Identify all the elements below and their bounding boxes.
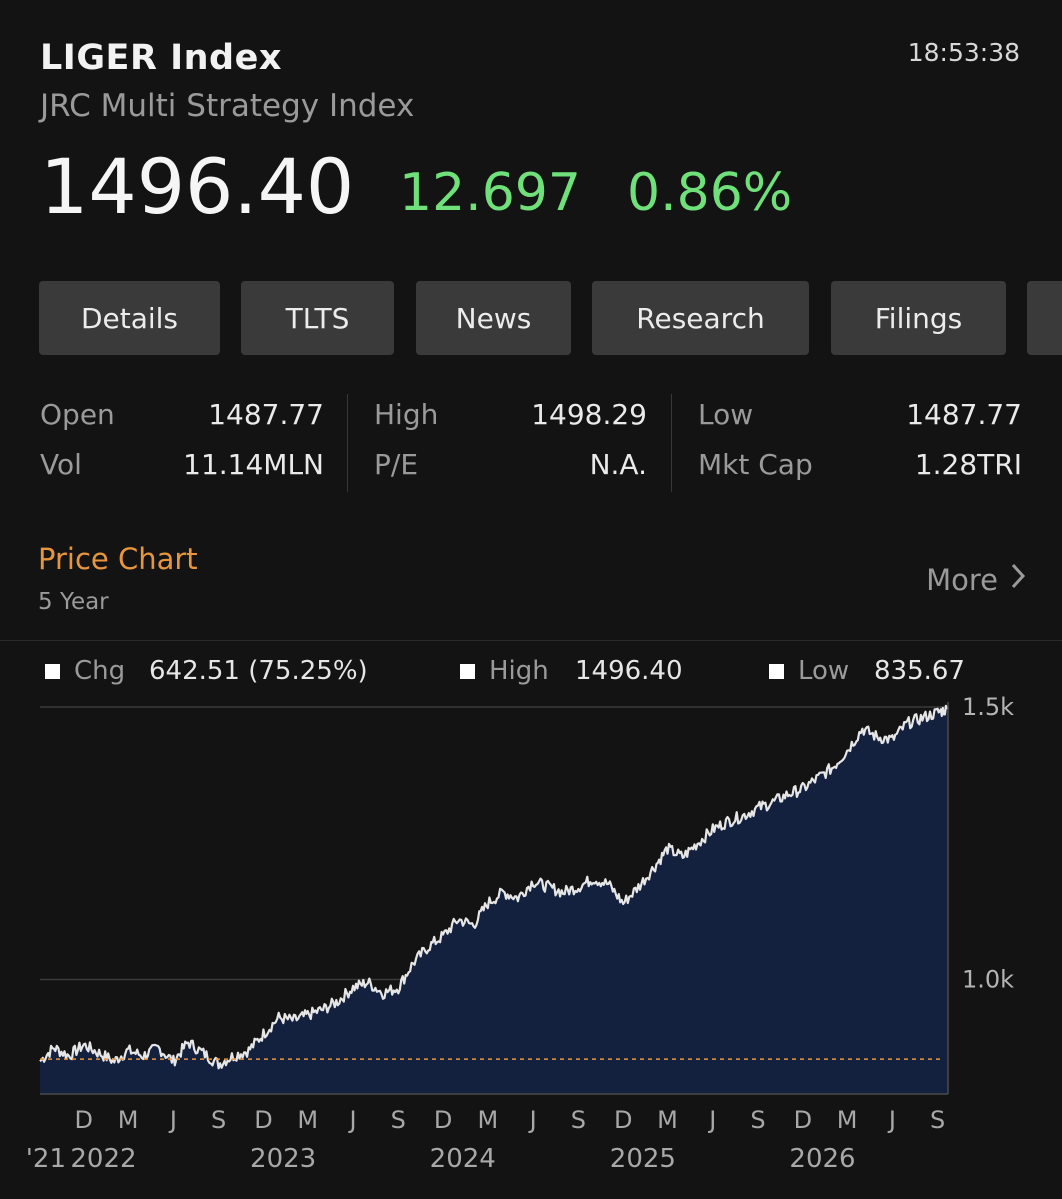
x-tick-label: D <box>254 1106 272 1134</box>
tab-news[interactable]: News <box>416 281 571 355</box>
vol-value: 11.14MLN <box>183 448 324 481</box>
x-tick-label: M <box>477 1106 498 1134</box>
open-label: Open <box>40 398 115 431</box>
high-label: High <box>374 398 439 431</box>
ticker-title: LIGER Index <box>40 38 282 78</box>
mktcap-label: Mkt Cap <box>698 448 813 481</box>
section-divider <box>0 640 1062 641</box>
low-label: Low <box>698 398 754 431</box>
x-tick-label: S <box>211 1106 226 1134</box>
mktcap-value: 1.28TRI <box>914 448 1022 481</box>
last-price: 1496.40 <box>40 142 355 231</box>
timestamp: 18:53:38 <box>907 38 1020 67</box>
chevron-right-icon <box>1010 562 1026 597</box>
open-value: 1487.77 <box>208 398 324 431</box>
x-tick-label: J <box>168 1106 177 1134</box>
year-label: '21 <box>26 1144 66 1174</box>
year-label: 2025 <box>610 1144 676 1174</box>
net-change: 12.697 <box>399 163 581 223</box>
stats-divider <box>671 394 672 492</box>
x-tick-label: J <box>528 1106 537 1134</box>
x-tick-label: M <box>118 1106 139 1134</box>
percent-change: 0.86% <box>627 163 793 223</box>
tab-overflow[interactable] <box>1027 281 1062 355</box>
price-line <box>39 704 949 1070</box>
x-tick-label: S <box>750 1106 765 1134</box>
tab-tlts[interactable]: TLTS <box>241 281 394 355</box>
stats-divider <box>347 394 348 492</box>
high-value: 1498.29 <box>531 398 647 431</box>
price-chart[interactable]: 1.0k1.5kD M J S D M J S D M J S D M J S D M J S'21 2022 2023 2… <box>0 690 1062 1199</box>
chart-high-value: 1496.40 <box>575 656 683 686</box>
x-tick-label: J <box>347 1106 356 1134</box>
low-value: 1487.77 <box>906 398 1022 431</box>
x-tick-label: D <box>614 1106 632 1134</box>
pe-label: P/E <box>374 448 419 481</box>
x-tick-label: S <box>391 1106 406 1134</box>
chart-period: 5 Year <box>38 589 109 615</box>
legend-marker <box>460 664 475 679</box>
tab-bar: Details TLTS News Research Filings <box>0 281 1062 355</box>
more-label: More <box>926 562 998 597</box>
legend-marker <box>769 664 784 679</box>
price-area <box>40 705 948 1094</box>
chart-chg-label: Chg <box>74 656 126 686</box>
x-tick-label: D <box>794 1106 812 1134</box>
x-tick-label: J <box>707 1106 716 1134</box>
chart-low-value: 835.67 <box>874 656 965 686</box>
y-tick-label: 1.0k <box>962 966 1014 994</box>
section-title: Price Chart <box>38 542 198 576</box>
year-label: 2026 <box>789 1144 855 1174</box>
tab-details[interactable]: Details <box>39 281 220 355</box>
more-link[interactable]: More <box>926 562 1026 597</box>
x-tick-label: M <box>837 1106 858 1134</box>
tab-research[interactable]: Research <box>592 281 809 355</box>
tab-filings[interactable]: Filings <box>831 281 1006 355</box>
x-tick-label: M <box>297 1106 318 1134</box>
legend-marker <box>45 664 60 679</box>
year-label: 2023 <box>250 1144 316 1174</box>
x-tick-label: D <box>75 1106 93 1134</box>
index-name: JRC Multi Strategy Index <box>40 88 415 124</box>
vol-label: Vol <box>40 448 82 481</box>
x-tick-label: M <box>657 1106 678 1134</box>
chart-low-label: Low <box>798 656 850 686</box>
x-tick-label: J <box>887 1106 896 1134</box>
year-label: 2022 <box>70 1144 136 1174</box>
chart-high-label: High <box>489 656 549 686</box>
pe-value: N.A. <box>589 448 647 481</box>
x-tick-label: S <box>930 1106 945 1134</box>
x-tick-label: S <box>571 1106 586 1134</box>
chart-chg-value: 642.51 (75.25%) <box>149 656 368 686</box>
x-tick-label: D <box>434 1106 452 1134</box>
y-tick-label: 1.5k <box>962 693 1014 721</box>
year-label: 2024 <box>430 1144 496 1174</box>
